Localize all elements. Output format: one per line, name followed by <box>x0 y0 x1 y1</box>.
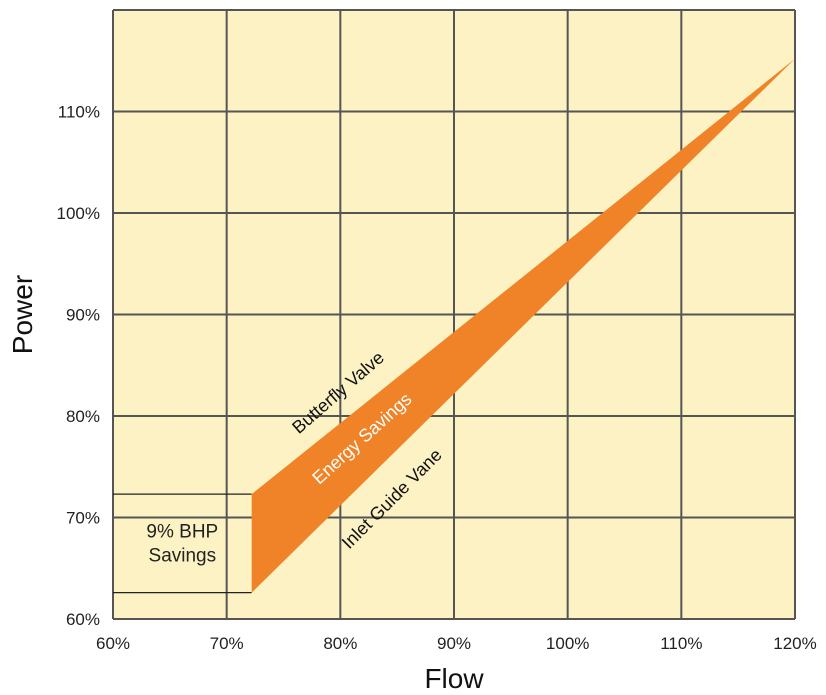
x-axis-title: Flow <box>424 663 484 694</box>
energy-savings-band <box>251 58 795 593</box>
bhp-savings-label-line1: 9% BHP <box>146 521 218 542</box>
y-axis-ticks: 60% 70% 80% 90% 100% 110% <box>57 103 100 630</box>
x-tick-label: 60% <box>96 634 130 653</box>
x-axis-ticks: 60% 70% 80% 90% 100% 110% 120% <box>96 634 817 653</box>
x-tick-label: 100% <box>546 634 589 653</box>
y-tick-label: 90% <box>66 306 100 325</box>
y-tick-label: 100% <box>57 204 100 223</box>
x-tick-label: 80% <box>323 634 357 653</box>
y-tick-label: 70% <box>66 509 100 528</box>
grid <box>112 9 796 620</box>
bhp-savings-label-line2: Savings <box>149 545 217 566</box>
x-tick-label: 120% <box>773 634 816 653</box>
x-tick-label: 110% <box>660 634 702 653</box>
y-tick-label: 80% <box>66 407 100 426</box>
bhp-savings-bracket <box>113 493 252 594</box>
y-axis-title: Power <box>7 275 38 354</box>
x-tick-label: 70% <box>210 634 244 653</box>
x-tick-label: 90% <box>437 634 471 653</box>
y-tick-label: 60% <box>66 610 100 629</box>
y-tick-label: 110% <box>58 103 100 122</box>
